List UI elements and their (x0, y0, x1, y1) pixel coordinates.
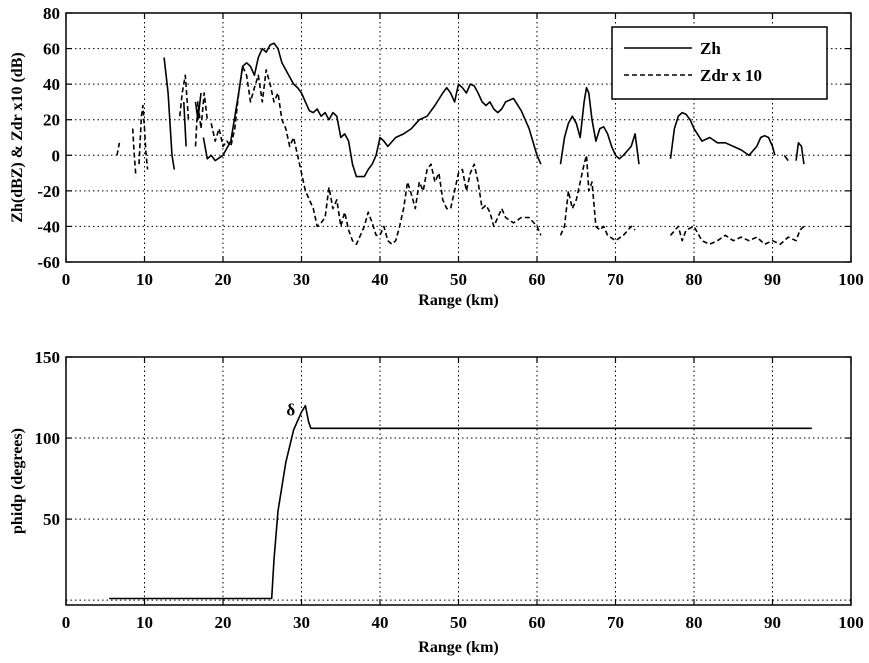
x-tick-label: 70 (607, 613, 624, 632)
series-group (116, 42, 805, 245)
x-tick-label: 100 (838, 613, 864, 632)
zh-line (163, 57, 176, 170)
y-tick-label: 150 (35, 348, 61, 367)
zdr-x-10-line (116, 142, 121, 156)
y-tick-label: 80 (43, 4, 60, 23)
legend-label: Zdr x 10 (700, 66, 762, 85)
zh-line (559, 86, 640, 165)
x-tick-label: 20 (215, 270, 232, 289)
x-tick-label: 50 (450, 613, 467, 632)
x-tick-label: 80 (686, 270, 703, 289)
y-tick-label: 100 (35, 429, 61, 448)
zdr-x-10-line (559, 154, 636, 242)
y-tick-label: 40 (43, 75, 60, 94)
x-tick-label: 20 (215, 613, 232, 632)
x-axis-label: Range (km) (418, 292, 498, 309)
legend-label: Zh (700, 39, 721, 58)
zh-line (183, 101, 187, 147)
top-chart-panel: 0 10 20 30 40 50 60 70 80 90 100 -60 -40 -20 0 20 40 60 80… (9, 4, 864, 309)
series-group (109, 404, 812, 600)
x-tick-label: 80 (686, 613, 703, 632)
zh-line (783, 154, 789, 162)
zdr-x-10-line (210, 65, 542, 245)
x-axis-label: Range (km) (418, 639, 498, 656)
bottom-chart-panel: 0 10 20 30 40 50 60 70 80 90 100 50 100 150 Range (km)… (9, 348, 864, 656)
x-tick-label: 40 (372, 270, 389, 289)
zh-line (202, 42, 542, 178)
x-tick-label: 60 (529, 613, 546, 632)
zdr-x-10-line (131, 128, 137, 177)
x-tick-label: 10 (136, 270, 153, 289)
legend-box (611, 26, 828, 100)
zdr-x-10-line (179, 74, 190, 120)
x-tick-label: 70 (607, 270, 624, 289)
phidp-line (109, 404, 812, 600)
x-tick-label: 0 (62, 270, 71, 289)
delta-annotation: δ (286, 400, 295, 419)
y-axis-label: phidp (degrees) (9, 428, 26, 534)
x-tick-label: 90 (764, 270, 781, 289)
x-tick-label: 10 (136, 613, 153, 632)
x-tick-label: 90 (764, 613, 781, 632)
x-tick-label: 60 (529, 270, 546, 289)
x-tick-label: 40 (372, 613, 389, 632)
zh-line (795, 142, 805, 165)
x-tick-label: 50 (450, 270, 467, 289)
legend: Zh Zdr x 10 (611, 26, 828, 100)
y-tick-label: 60 (43, 40, 60, 59)
zh-line (194, 92, 202, 121)
x-tick-label: 30 (293, 613, 310, 632)
y-tick-label: -60 (37, 253, 60, 272)
zdr-x-10-line (669, 225, 805, 245)
y-tick-label: 50 (43, 510, 60, 529)
y-tick-label: 0 (52, 146, 61, 165)
x-tick-label: 0 (62, 613, 71, 632)
zdr-x-10-line (138, 104, 149, 170)
zh-line (669, 111, 776, 159)
y-axis-label: Zh(dBZ) & Zdr x10 (dB) (9, 52, 26, 222)
y-tick-label: -20 (37, 182, 60, 201)
y-tick-label: 20 (43, 111, 60, 130)
zdr-x-10-line (194, 92, 209, 147)
x-tick-label: 100 (838, 270, 864, 289)
x-tick-label: 30 (293, 270, 310, 289)
y-tick-label: -40 (37, 217, 60, 236)
